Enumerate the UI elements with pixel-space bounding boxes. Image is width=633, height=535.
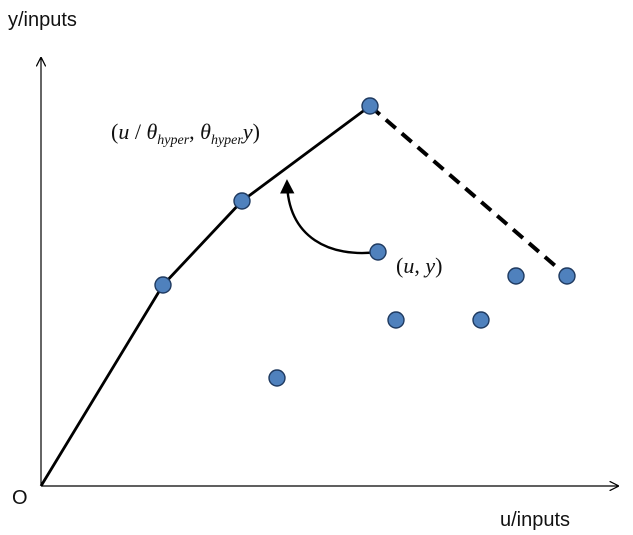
frontier-dashed-segment [368, 104, 569, 278]
y-axis-label: y/inputs [8, 9, 77, 31]
observed-point [387, 311, 405, 329]
x-axis-label: u/inputs [500, 509, 570, 531]
frontier-point [361, 97, 379, 115]
original-point-label: (u, y) [396, 253, 442, 278]
observed-point [472, 311, 490, 329]
origin-label: O [12, 487, 28, 509]
frontier-point [558, 267, 576, 285]
frontier-point [154, 276, 172, 294]
observed-point [507, 267, 525, 285]
observed-point [369, 243, 387, 261]
data-points [154, 97, 576, 387]
frontier-line [39, 104, 371, 487]
transformed-point-label: (u / θhyper, θhypery) [111, 119, 260, 148]
frontier-point [233, 192, 251, 210]
projection-arrow [280, 179, 379, 255]
observed-point [268, 369, 286, 387]
